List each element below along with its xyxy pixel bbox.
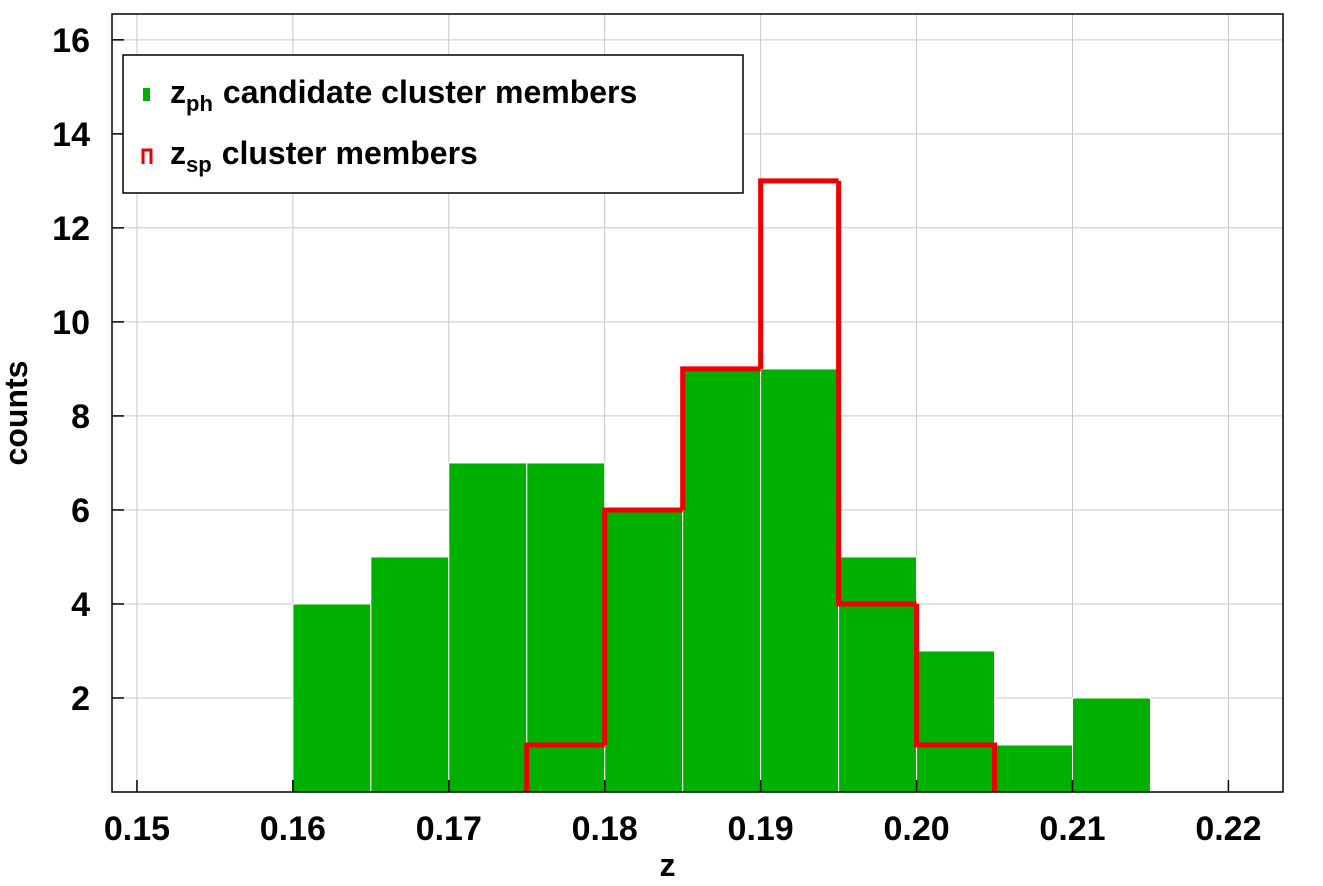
bar bbox=[1072, 697, 1151, 793]
step-bar bbox=[524, 742, 605, 792]
legend-swatch bbox=[143, 88, 150, 101]
x-tick-label: 0.17 bbox=[416, 810, 482, 848]
bar bbox=[370, 556, 450, 793]
bar bbox=[448, 462, 528, 793]
bar bbox=[682, 368, 762, 793]
x-tick-label: 0.22 bbox=[1195, 810, 1261, 848]
legend-label-rest: candidate cluster members bbox=[223, 74, 637, 110]
x-tick-label: 0.20 bbox=[883, 810, 949, 848]
bar bbox=[838, 556, 918, 793]
legend-swatch bbox=[141, 148, 153, 164]
plot-frame bbox=[111, 13, 1284, 793]
x-tick-label: 0.16 bbox=[260, 810, 326, 848]
step-bar bbox=[758, 178, 839, 369]
legend-label: zph candidate cluster members bbox=[170, 74, 637, 116]
legend-label-sub: sp bbox=[186, 152, 212, 177]
bar bbox=[526, 462, 606, 793]
y-tick-label: 6 bbox=[71, 492, 90, 530]
step-bar bbox=[836, 180, 917, 607]
y-tick-label: 12 bbox=[52, 210, 90, 248]
y-tick-label: 2 bbox=[71, 680, 90, 718]
x-tick-label: 0.21 bbox=[1039, 810, 1105, 848]
x-axis-label: z bbox=[660, 847, 676, 881]
y-tick-label: 8 bbox=[71, 398, 90, 436]
legend-label-sub: ph bbox=[186, 91, 213, 116]
x-tick-label: 0.19 bbox=[728, 810, 794, 848]
bar bbox=[604, 509, 684, 793]
legend-label-rest: cluster members bbox=[222, 135, 478, 171]
x-tick-label: 0.15 bbox=[104, 810, 170, 848]
step-bar bbox=[914, 603, 998, 792]
bar bbox=[292, 603, 372, 793]
y-tick-label: 10 bbox=[52, 304, 90, 342]
legend-label-main: z bbox=[170, 74, 186, 110]
y-tick-label: 4 bbox=[71, 586, 90, 624]
y-axis-label: counts bbox=[0, 361, 34, 466]
y-tick-label: 14 bbox=[52, 116, 90, 154]
y-tick-label: 16 bbox=[52, 22, 90, 60]
legend-box bbox=[122, 54, 744, 194]
legend-label-main: z bbox=[170, 135, 186, 171]
step-bar bbox=[680, 366, 761, 510]
bar bbox=[916, 650, 996, 793]
step-bar bbox=[602, 507, 683, 745]
x-tick-label: 0.18 bbox=[572, 810, 638, 848]
legend-label: zsp cluster members bbox=[170, 135, 478, 177]
bar bbox=[760, 368, 840, 793]
bar bbox=[994, 744, 1074, 793]
